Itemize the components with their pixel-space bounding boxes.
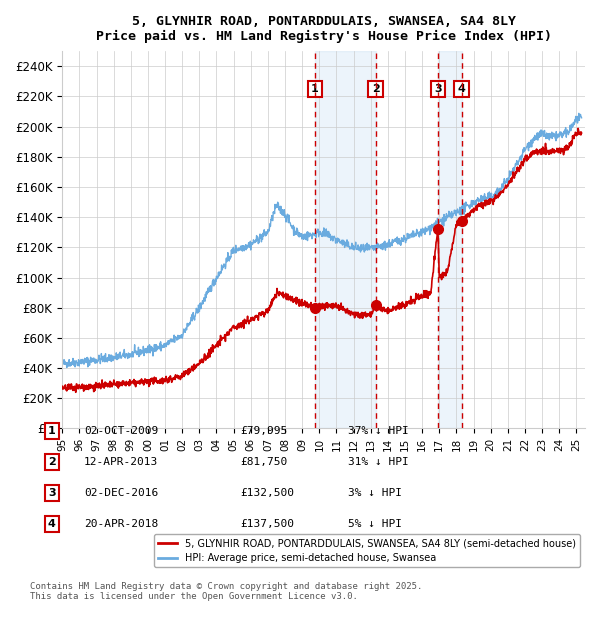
Text: 37% ↓ HPI: 37% ↓ HPI — [348, 426, 409, 436]
Bar — [438, 51, 461, 428]
Text: 2: 2 — [48, 457, 56, 467]
Text: 1: 1 — [311, 84, 319, 94]
Text: 5% ↓ HPI: 5% ↓ HPI — [348, 519, 402, 529]
Text: 31% ↓ HPI: 31% ↓ HPI — [348, 457, 409, 467]
Bar — [315, 51, 376, 428]
Text: 02-DEC-2016: 02-DEC-2016 — [84, 488, 158, 498]
Text: £79,995: £79,995 — [240, 426, 287, 436]
Text: 12-APR-2013: 12-APR-2013 — [84, 457, 158, 467]
Title: 5, GLYNHIR ROAD, PONTARDDULAIS, SWANSEA, SA4 8LY
Price paid vs. HM Land Registry: 5, GLYNHIR ROAD, PONTARDDULAIS, SWANSEA,… — [95, 15, 551, 43]
Text: 1: 1 — [48, 426, 56, 436]
Text: 3: 3 — [48, 488, 56, 498]
Text: 4: 4 — [458, 84, 466, 94]
Text: 3% ↓ HPI: 3% ↓ HPI — [348, 488, 402, 498]
Text: 3: 3 — [434, 84, 442, 94]
Text: 2: 2 — [371, 84, 379, 94]
Text: £137,500: £137,500 — [240, 519, 294, 529]
Text: 02-OCT-2009: 02-OCT-2009 — [84, 426, 158, 436]
Text: Contains HM Land Registry data © Crown copyright and database right 2025.
This d: Contains HM Land Registry data © Crown c… — [30, 582, 422, 601]
Text: £81,750: £81,750 — [240, 457, 287, 467]
Legend: 5, GLYNHIR ROAD, PONTARDDULAIS, SWANSEA, SA4 8LY (semi-detached house), HPI: Ave: 5, GLYNHIR ROAD, PONTARDDULAIS, SWANSEA,… — [154, 534, 580, 567]
Text: £132,500: £132,500 — [240, 488, 294, 498]
Text: 20-APR-2018: 20-APR-2018 — [84, 519, 158, 529]
Text: 4: 4 — [48, 519, 56, 529]
